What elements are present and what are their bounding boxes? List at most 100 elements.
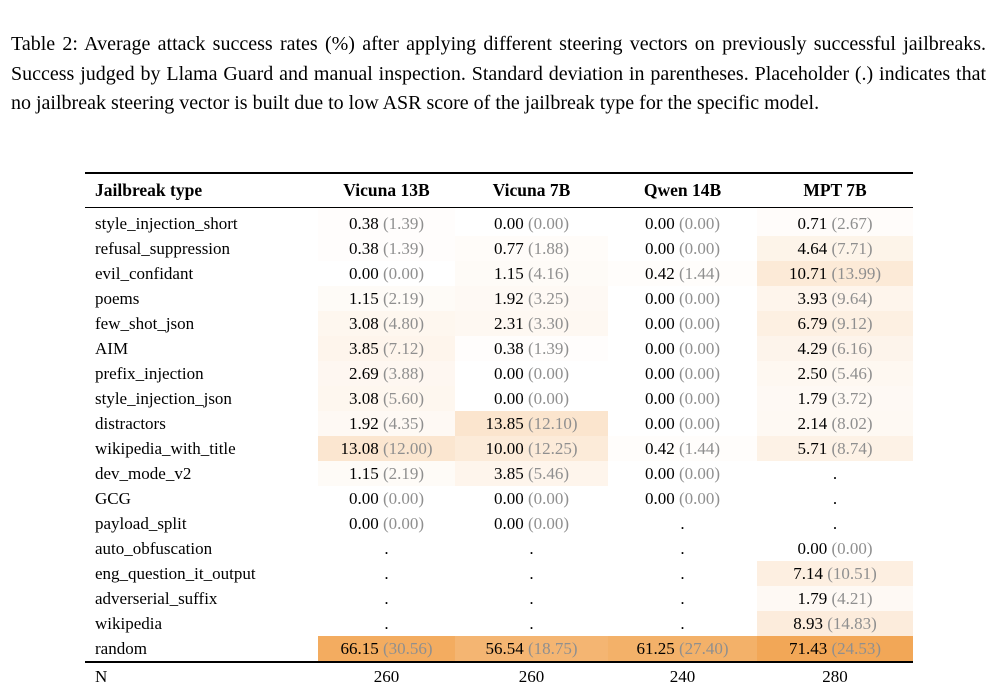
mean-value: 1.15 [348, 288, 379, 308]
std-value: (9.64) [831, 288, 873, 308]
value-cell: . [318, 586, 455, 611]
jailbreak-type-label: prefix_injection [95, 363, 204, 383]
std-value: (10.51) [827, 563, 877, 583]
jailbreak-type-label: wikipedia [95, 613, 163, 633]
table-row: style_injection_json 3.08 (5.60) 0.00 (0.0… [85, 386, 913, 411]
mean-value: 0.00 [644, 313, 675, 333]
std-value: (1.88) [527, 238, 570, 258]
mean-value: 0.00 [493, 513, 524, 533]
mean-value: . [529, 613, 534, 633]
mean-value: . [680, 513, 685, 533]
table-row: prefix_injection 2.69 (3.88) 0.00 (0.00) 0.… [85, 361, 913, 386]
mean-value: 1.92 [348, 413, 379, 433]
std-value: (4.80) [382, 313, 425, 333]
value-cell: 0.42 (1.44) [608, 261, 757, 286]
std-value: (0.00) [382, 263, 425, 283]
std-value: (18.75) [527, 638, 578, 658]
mean-value: 0.00 [644, 338, 675, 358]
value-cell: 0.00 (0.00) [757, 536, 913, 561]
std-value: (0.00) [678, 363, 721, 383]
value-cell: 0.00 (0.00) [608, 208, 757, 237]
n-label: N [85, 661, 318, 690]
value-cell: . [608, 561, 757, 586]
mean-value: 8.93 [793, 613, 823, 633]
std-value: (9.12) [831, 313, 873, 333]
value-cell: 61.25 (27.40) [608, 636, 757, 662]
mean-value: . [680, 613, 685, 633]
std-value: (3.72) [831, 388, 873, 408]
mean-value: 0.38 [348, 213, 379, 233]
mean-value: 1.15 [493, 263, 524, 283]
std-value: (4.21) [831, 588, 873, 608]
mean-value: 2.14 [797, 413, 828, 433]
mean-value: 0.00 [644, 288, 675, 308]
value-cell: 13.85 (12.10) [455, 411, 608, 436]
jailbreak-type-label: GCG [95, 488, 131, 508]
table-row: adverserial_suffix. . . 1.79 (4.21) [85, 586, 913, 611]
mean-value: 7.14 [793, 563, 823, 583]
mean-value: 3.93 [797, 288, 828, 308]
mean-value: 1.79 [797, 388, 828, 408]
mean-value: 0.00 [348, 513, 379, 533]
std-value: (0.00) [527, 213, 570, 233]
value-cell: 0.00 (0.00) [318, 511, 455, 536]
value-cell: 0.00 (0.00) [455, 511, 608, 536]
std-value: (1.39) [382, 238, 425, 258]
mean-value: 1.79 [797, 588, 828, 608]
std-value: (3.25) [527, 288, 570, 308]
jailbreak-type-label: auto_obfuscation [95, 538, 213, 558]
value-cell: 2.31 (3.30) [455, 311, 608, 336]
mean-value: . [832, 488, 838, 508]
std-value: (5.46) [527, 463, 570, 483]
mean-value: . [680, 588, 685, 608]
mean-value: 56.54 [485, 638, 524, 658]
mean-value: 0.00 [493, 363, 524, 383]
mean-value: 3.08 [348, 313, 379, 333]
std-value: (12.25) [527, 438, 578, 458]
mean-value: . [832, 463, 838, 483]
std-value: (0.00) [678, 488, 721, 508]
std-value: (12.00) [382, 438, 433, 458]
value-cell: 0.00 (0.00) [608, 486, 757, 511]
mean-value: 0.00 [644, 388, 675, 408]
value-cell: 6.79 (9.12) [757, 311, 913, 336]
value-cell: 0.00 (0.00) [608, 311, 757, 336]
mean-value: 66.15 [340, 638, 379, 658]
value-cell: 56.54 (18.75) [455, 636, 608, 662]
std-value: (12.10) [527, 413, 578, 433]
mean-value: 13.08 [340, 438, 379, 458]
std-value: (4.16) [527, 263, 570, 283]
std-value: (5.60) [382, 388, 425, 408]
table-row: payload_split 0.00 (0.00) 0.00 (0.00). . [85, 511, 913, 536]
value-cell: 0.00 (0.00) [608, 286, 757, 311]
value-cell: 0.00 (0.00) [608, 336, 757, 361]
std-value: (0.00) [382, 488, 425, 508]
jailbreak-type-label: evil_confidant [95, 263, 194, 283]
value-cell: 66.15 (30.56) [318, 636, 455, 662]
mean-value: 0.00 [644, 238, 675, 258]
col-header-qwen-14b: Qwen 14B [608, 172, 757, 208]
value-cell: 1.15 (2.19) [318, 286, 455, 311]
jailbreak-type-label: payload_split [95, 513, 187, 533]
mean-value: 1.92 [493, 288, 524, 308]
value-cell: . [608, 586, 757, 611]
mean-value: 0.00 [348, 488, 379, 508]
table-row: GCG 0.00 (0.00) 0.00 (0.00) 0.00 (0.00). [85, 486, 913, 511]
std-value: (0.00) [678, 413, 721, 433]
jailbreak-type-label: wikipedia_with_title [95, 438, 236, 458]
header-row: Jailbreak type Vicuna 13B Vicuna 7B Qwen… [85, 172, 913, 208]
value-cell: . [757, 511, 913, 536]
value-cell: 3.85 (5.46) [455, 461, 608, 486]
value-cell: . [608, 536, 757, 561]
mean-value: 61.25 [636, 638, 675, 658]
value-cell: 0.00 (0.00) [318, 261, 455, 286]
mean-value: 0.00 [644, 413, 675, 433]
value-cell: 13.08 (12.00) [318, 436, 455, 461]
mean-value: . [680, 538, 685, 558]
table-row: random 66.15 (30.56) 56.54 (18.75) 61.25 (2… [85, 636, 913, 662]
value-cell: . [608, 611, 757, 636]
std-value: (0.00) [382, 513, 425, 533]
table-row: wikipedia. . . 8.93 (14.83) [85, 611, 913, 636]
std-value: (14.83) [827, 613, 877, 633]
